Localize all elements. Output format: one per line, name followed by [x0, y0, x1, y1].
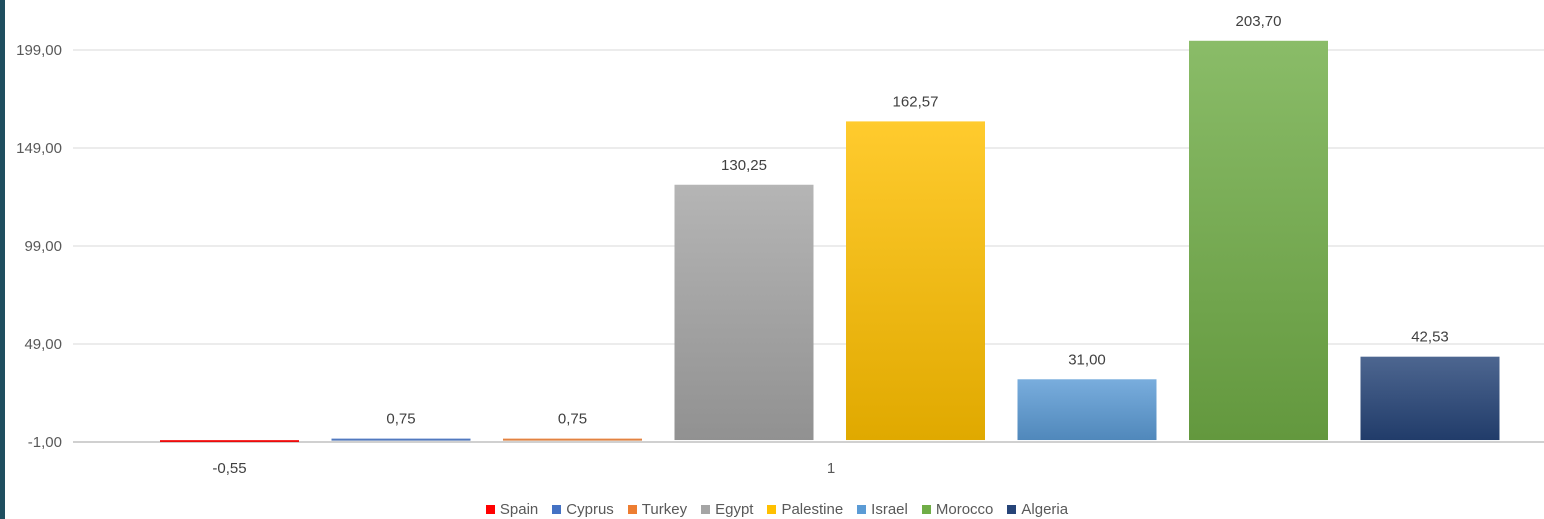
y-axis-ticks: -1,00 49,00 99,00 149,00 199,00 — [16, 42, 62, 451]
legend-swatch — [857, 504, 867, 514]
data-label-spain: -0,55 — [212, 460, 246, 477]
legend-swatch — [701, 504, 711, 514]
data-label-egypt: 130,25 — [721, 157, 767, 174]
y-tick-label: 49,00 — [24, 336, 62, 353]
legend-item-cyprus: Cyprus — [552, 501, 614, 518]
legend-label: Spain — [499, 500, 539, 518]
data-label-algeria: 42,53 — [1411, 329, 1449, 346]
legend-swatch — [485, 504, 495, 514]
bar-egypt — [674, 184, 814, 441]
legend-label: Israel — [871, 500, 908, 518]
legend-label: Egypt — [715, 500, 754, 518]
bar-spain — [160, 440, 299, 443]
x-category-label: 1 — [827, 460, 835, 477]
legend-swatch — [627, 504, 637, 514]
legend-item-turkey: Turkey — [627, 500, 688, 518]
data-label-cyprus: 0,75 — [386, 411, 415, 428]
bars — [160, 40, 1500, 443]
data-label-israel: 31,00 — [1068, 351, 1106, 368]
legend-swatch — [921, 504, 931, 514]
x-axis-categories: 1 — [827, 460, 835, 477]
legend-swatch — [1007, 504, 1017, 514]
legend-item-palestine: Palestine — [767, 501, 843, 518]
legend-swatch — [767, 504, 777, 514]
legend-label: Cyprus — [566, 500, 614, 518]
y-tick-label: 149,00 — [16, 140, 62, 157]
legend-swatch — [552, 504, 562, 514]
legend: Spain Cyprus Turkey Egypt Palestine Israel Mor… — [5, 499, 1544, 519]
legend-item-algeria: Algeria — [1007, 501, 1068, 518]
legend-item-israel: Israel — [857, 501, 908, 518]
bar-morocco — [1189, 40, 1328, 441]
legend-item-morocco: Morocco — [921, 500, 994, 518]
y-tick-label: 199,00 — [16, 42, 62, 59]
bar-palestine — [846, 121, 985, 441]
bar-turkey — [503, 438, 642, 441]
bar-cyprus — [331, 438, 471, 441]
data-label-morocco: 203,70 — [1236, 13, 1282, 30]
bar-algeria — [1360, 356, 1500, 441]
bar-israel — [1017, 379, 1157, 441]
legend-label: Palestine — [781, 500, 844, 518]
legend-label: Algeria — [1021, 500, 1069, 518]
legend-label: Turkey — [641, 500, 688, 518]
data-label-turkey: 0,75 — [558, 411, 587, 428]
legend-item-spain: Spain — [485, 500, 539, 518]
y-tick-label: -1,00 — [28, 434, 62, 451]
data-label-palestine: 162,57 — [893, 93, 939, 110]
bar-chart: -1,00 49,00 99,00 149,00 199,00 -0,55 0,75 0,7… — [16, 13, 1544, 477]
y-tick-label: 99,00 — [24, 238, 62, 255]
legend-label: Morocco — [935, 500, 994, 518]
data-labels: -0,55 0,75 0,75 130,25 162,57 31,00 203,70 42,5… — [212, 13, 1448, 477]
legend-item-egypt: Egypt — [701, 501, 753, 518]
